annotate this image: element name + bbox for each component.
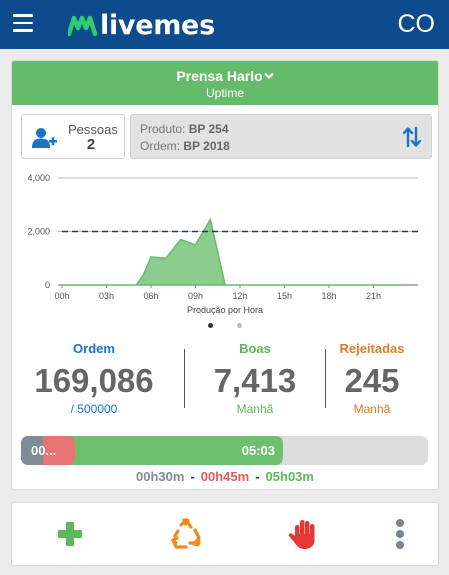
kpi-order-target: / 500000 xyxy=(70,402,118,416)
machine-status: Uptime xyxy=(205,86,244,100)
swap-vertical-icon xyxy=(403,126,421,148)
people-button[interactable]: Pessoas 2 xyxy=(21,114,125,159)
kpi-rejected: Rejeitadas 245 Manhã xyxy=(315,341,429,416)
legend-separator: - xyxy=(255,469,260,484)
logo: livemes xyxy=(68,9,215,41)
add-person-icon xyxy=(32,128,57,148)
kpi-good-shift: Manhã xyxy=(236,402,274,416)
time-status-bar[interactable]: 05:03 00... xyxy=(21,436,428,465)
pager-dot[interactable] xyxy=(237,323,242,328)
product-order-selector[interactable]: Produto: BP 254 Ordem: BP 2018 xyxy=(130,114,432,159)
order-value: BP 2018 xyxy=(183,139,230,153)
top-bar: livemes CO xyxy=(0,0,449,49)
y-tick-label: 2,000 xyxy=(27,227,50,237)
more-button[interactable] xyxy=(382,516,418,552)
kpi-good: Boas 7,413 Manhã xyxy=(184,341,326,416)
kpi-order-label: Ordem xyxy=(73,341,115,356)
product-value: BP 254 xyxy=(188,122,229,136)
x-tick-label: 09h xyxy=(188,291,203,301)
hamburger-menu-icon[interactable] xyxy=(13,14,33,32)
action-bar xyxy=(11,502,439,566)
user-initials[interactable]: CO xyxy=(397,10,436,38)
chart-title: Produção por Hora xyxy=(187,305,263,315)
recycle-button[interactable] xyxy=(168,516,204,552)
kpi-order-value: 169,086 xyxy=(34,362,154,399)
recycle-icon xyxy=(171,518,201,549)
x-tick-label: 00h xyxy=(54,291,69,301)
x-tick-label: 15h xyxy=(277,291,292,301)
order-label: Ordem: xyxy=(140,139,181,153)
chevron-down-icon xyxy=(263,72,274,80)
plus-icon xyxy=(58,522,82,546)
kpi-rejected-value: 245 xyxy=(344,362,400,399)
legend-separator: - xyxy=(190,469,195,484)
x-tick-label: 18h xyxy=(321,291,336,301)
logo-mark-icon xyxy=(68,15,98,36)
stop-button[interactable] xyxy=(286,516,322,552)
idle-total: 00h30m xyxy=(136,469,185,484)
logo-text: livemes xyxy=(100,9,215,41)
more-vertical-icon xyxy=(396,519,404,549)
x-tick-label: 21h xyxy=(366,291,381,301)
production-series-area xyxy=(62,217,404,286)
idle-segment xyxy=(21,436,43,465)
product-label: Produto: xyxy=(140,122,186,136)
uptime-total: 05h03m xyxy=(265,469,314,484)
machine-card: Prensa Harlo Uptime Pessoas 2 Produto: B… xyxy=(11,60,439,490)
machine-name-row: Prensa Harlo xyxy=(12,68,438,84)
chart-pager[interactable] xyxy=(207,323,247,331)
kpi-rejected-label: Rejeitadas xyxy=(339,341,405,356)
machine-selector[interactable]: Prensa Harlo Uptime xyxy=(12,61,438,105)
people-count: 2 xyxy=(86,136,96,153)
machine-name: Prensa Harlo xyxy=(176,68,263,84)
kpi-divider xyxy=(184,349,185,408)
hand-stop-icon xyxy=(288,520,315,549)
kpi-order: Ordem 169,086 / 500000 xyxy=(23,341,165,416)
time-legend: 00h30m -00h45m -05h03m xyxy=(12,469,438,484)
kpi-rejected-shift: Manhã xyxy=(353,402,391,416)
order-line: Ordem: BP 2018 xyxy=(140,139,230,153)
x-tick-label: 06h xyxy=(143,291,158,301)
idle-segment-label: 00... xyxy=(31,443,57,458)
product-line: Produto: BP 254 xyxy=(140,122,229,136)
production-chart: 0 2,000 4,000 00h 03h 06h 09h 12h 15h 18h 21h Produ… xyxy=(27,173,418,315)
x-tick-label: 03h xyxy=(99,291,114,301)
pager-dot-active[interactable] xyxy=(208,323,213,328)
x-tick-label: 12h xyxy=(232,291,247,301)
kpi-divider xyxy=(325,349,326,408)
kpi-good-label: Boas xyxy=(239,341,271,356)
y-tick-label: 0 xyxy=(45,280,50,290)
people-label: Pessoas xyxy=(68,122,118,137)
downtime-total: 00h45m xyxy=(200,469,250,484)
kpi-good-value: 7,413 xyxy=(213,362,297,399)
add-button[interactable] xyxy=(52,516,88,552)
y-tick-label: 4,000 xyxy=(27,173,50,183)
